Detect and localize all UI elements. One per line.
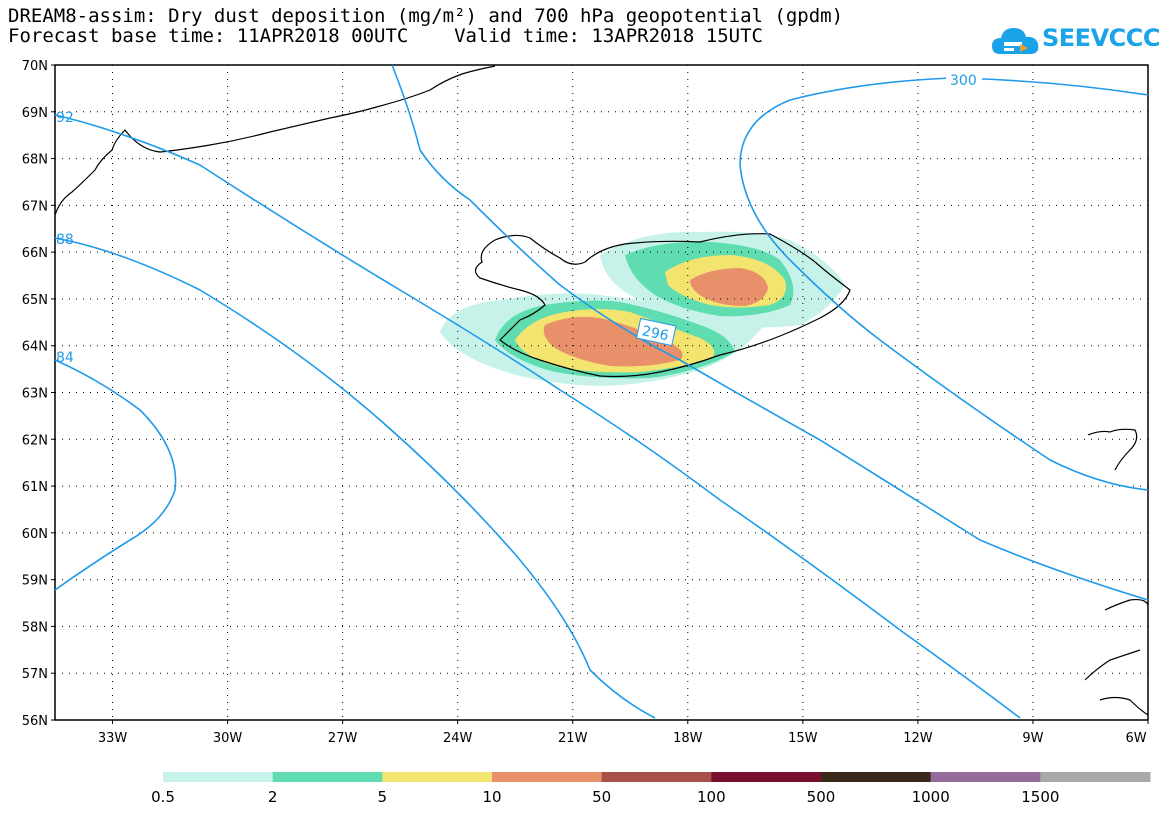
lat-label: 57N — [22, 667, 48, 682]
map-title: DREAM8-assim: Dry dust deposition (mg/m²… — [8, 5, 844, 27]
legend-label: 5 — [378, 788, 388, 806]
cloud-icon — [992, 28, 1039, 54]
legend-label: 1500 — [1021, 788, 1059, 806]
lat-label: 69N — [22, 106, 48, 121]
legend-swatch — [601, 772, 712, 782]
lon-label: 18W — [673, 731, 703, 746]
contour-label-88: 88 — [56, 232, 74, 248]
dust-shading — [440, 231, 845, 386]
legend-swatch — [272, 772, 383, 782]
contour-label-group: 92 88 84 296 300 — [56, 70, 982, 366]
lon-label: 21W — [558, 731, 588, 746]
gridlines — [51, 64, 1149, 724]
legend-label: 10 — [482, 788, 501, 806]
contour-284 — [54, 359, 177, 591]
faroe-norway-coast — [1087, 428, 1138, 471]
legend-label: 100 — [697, 788, 726, 806]
contour-label-84: 84 — [56, 350, 74, 366]
geopotential-contours — [54, 64, 1149, 719]
legend-swatch — [930, 772, 1041, 782]
lat-label: 60N — [22, 527, 48, 542]
iceland-coast — [474, 233, 851, 378]
lat-label: 61N — [22, 480, 48, 495]
legend-swatch — [711, 772, 822, 782]
contour-label-296-box: 296 — [635, 317, 677, 347]
lat-label: 64N — [22, 340, 48, 355]
lon-label: 24W — [443, 731, 473, 746]
color-legend: 0.5 2 5 10 50 100 500 1000 1500 — [151, 772, 1151, 806]
lat-label: 65N — [22, 293, 48, 308]
logo-text: SEEVCCC — [1042, 24, 1161, 52]
dust-level-10 — [543, 316, 683, 367]
seevccc-logo: SEEVCCC — [990, 20, 1170, 60]
lon-label: 30W — [213, 731, 243, 746]
legend-swatch — [163, 772, 274, 782]
lat-label: 56N — [22, 714, 48, 729]
legend-label: 50 — [592, 788, 611, 806]
longitude-labels: 33W 30W 27W 24W 21W 18W 15W 12W 9W 6W — [98, 731, 1147, 746]
legend-swatch — [1040, 772, 1151, 782]
contour-288 — [54, 237, 656, 719]
lat-label: 63N — [22, 387, 48, 402]
contour-292 — [54, 114, 1021, 719]
lat-label: 68N — [22, 153, 48, 168]
lat-label: 62N — [22, 433, 48, 448]
dust-level-10-north — [690, 268, 768, 306]
map-subtitle: Forecast base time: 11APR2018 00UTC Vali… — [8, 25, 763, 47]
lon-label: 6W — [1125, 731, 1146, 746]
contour-label-92: 92 — [56, 110, 74, 126]
contour-label-296: 296 — [640, 323, 670, 344]
legend-swatch — [382, 772, 493, 782]
legend-swatch — [492, 772, 603, 782]
lat-label: 66N — [22, 246, 48, 261]
contour-label-300: 300 — [950, 73, 977, 89]
legend-swatch — [821, 772, 932, 782]
legend-label: 0.5 — [151, 788, 175, 806]
scotland-coast — [1084, 598, 1149, 716]
lon-label: 27W — [328, 731, 358, 746]
legend-label: 500 — [807, 788, 836, 806]
lon-label: 33W — [98, 731, 128, 746]
greenland-coast — [54, 65, 496, 216]
lon-label: 9W — [1022, 731, 1043, 746]
lon-label: 12W — [903, 731, 933, 746]
lat-label: 58N — [22, 620, 48, 635]
lon-label: 15W — [788, 731, 818, 746]
lat-label: 70N — [22, 59, 48, 74]
coastlines — [54, 65, 1149, 716]
legend-label: 1000 — [912, 788, 950, 806]
contour-296 — [391, 64, 1149, 601]
latitude-labels: 70N 69N 68N 67N 66N 65N 64N 63N 62N 61N 60N 59N 58N 5… — [22, 59, 48, 729]
lat-label: 67N — [22, 199, 48, 214]
lat-label: 59N — [22, 574, 48, 589]
legend-label: 2 — [268, 788, 278, 806]
